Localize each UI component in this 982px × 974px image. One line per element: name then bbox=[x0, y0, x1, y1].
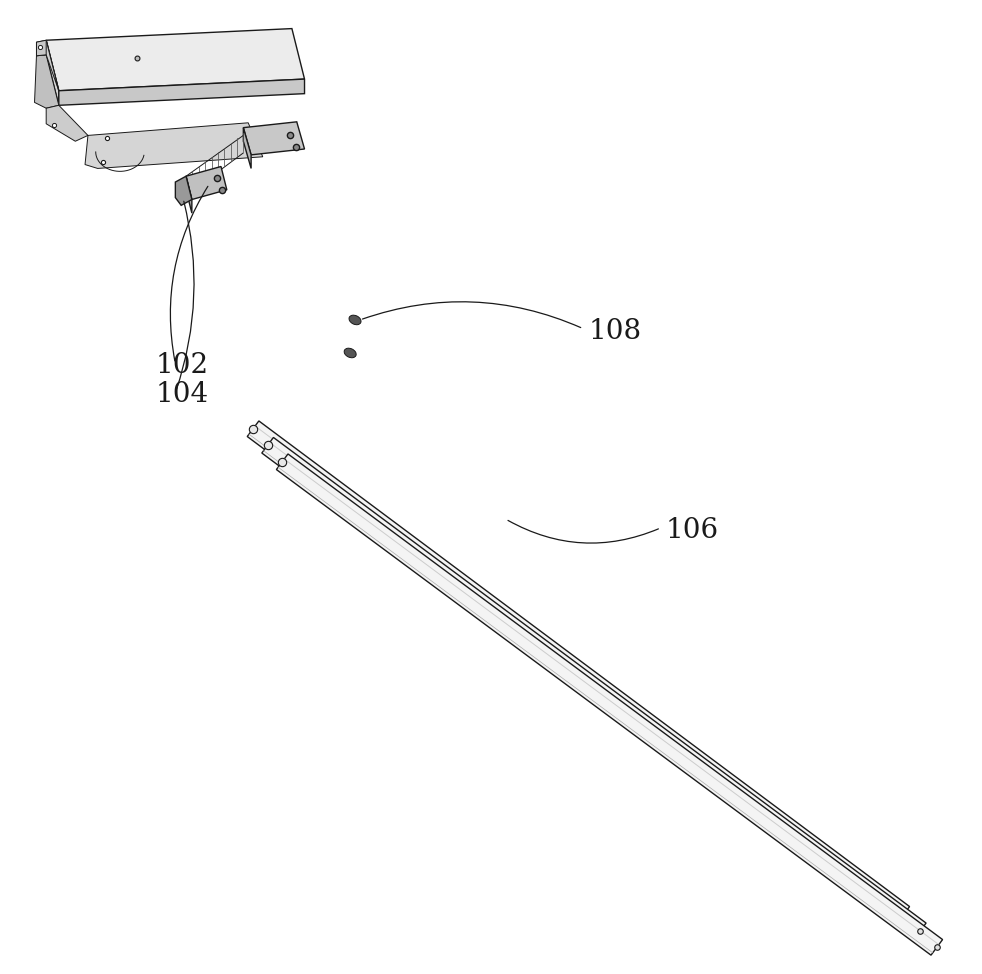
Polygon shape bbox=[176, 176, 191, 206]
Text: 106: 106 bbox=[666, 517, 719, 544]
Polygon shape bbox=[276, 454, 943, 955]
Polygon shape bbox=[34, 55, 59, 108]
Text: 104: 104 bbox=[156, 381, 209, 408]
Text: 108: 108 bbox=[588, 318, 641, 345]
Polygon shape bbox=[36, 40, 46, 56]
Polygon shape bbox=[85, 123, 263, 169]
Polygon shape bbox=[36, 40, 59, 91]
FancyArrowPatch shape bbox=[508, 520, 658, 543]
Polygon shape bbox=[262, 437, 926, 939]
Ellipse shape bbox=[344, 348, 356, 357]
Polygon shape bbox=[244, 128, 251, 169]
Polygon shape bbox=[186, 167, 227, 200]
Polygon shape bbox=[46, 40, 59, 105]
Text: 102: 102 bbox=[156, 352, 209, 379]
Polygon shape bbox=[46, 28, 304, 91]
Polygon shape bbox=[244, 122, 304, 155]
Polygon shape bbox=[59, 79, 304, 105]
FancyArrowPatch shape bbox=[362, 302, 580, 327]
Polygon shape bbox=[247, 421, 909, 922]
Polygon shape bbox=[46, 105, 88, 141]
Ellipse shape bbox=[349, 316, 361, 324]
Polygon shape bbox=[186, 176, 191, 213]
